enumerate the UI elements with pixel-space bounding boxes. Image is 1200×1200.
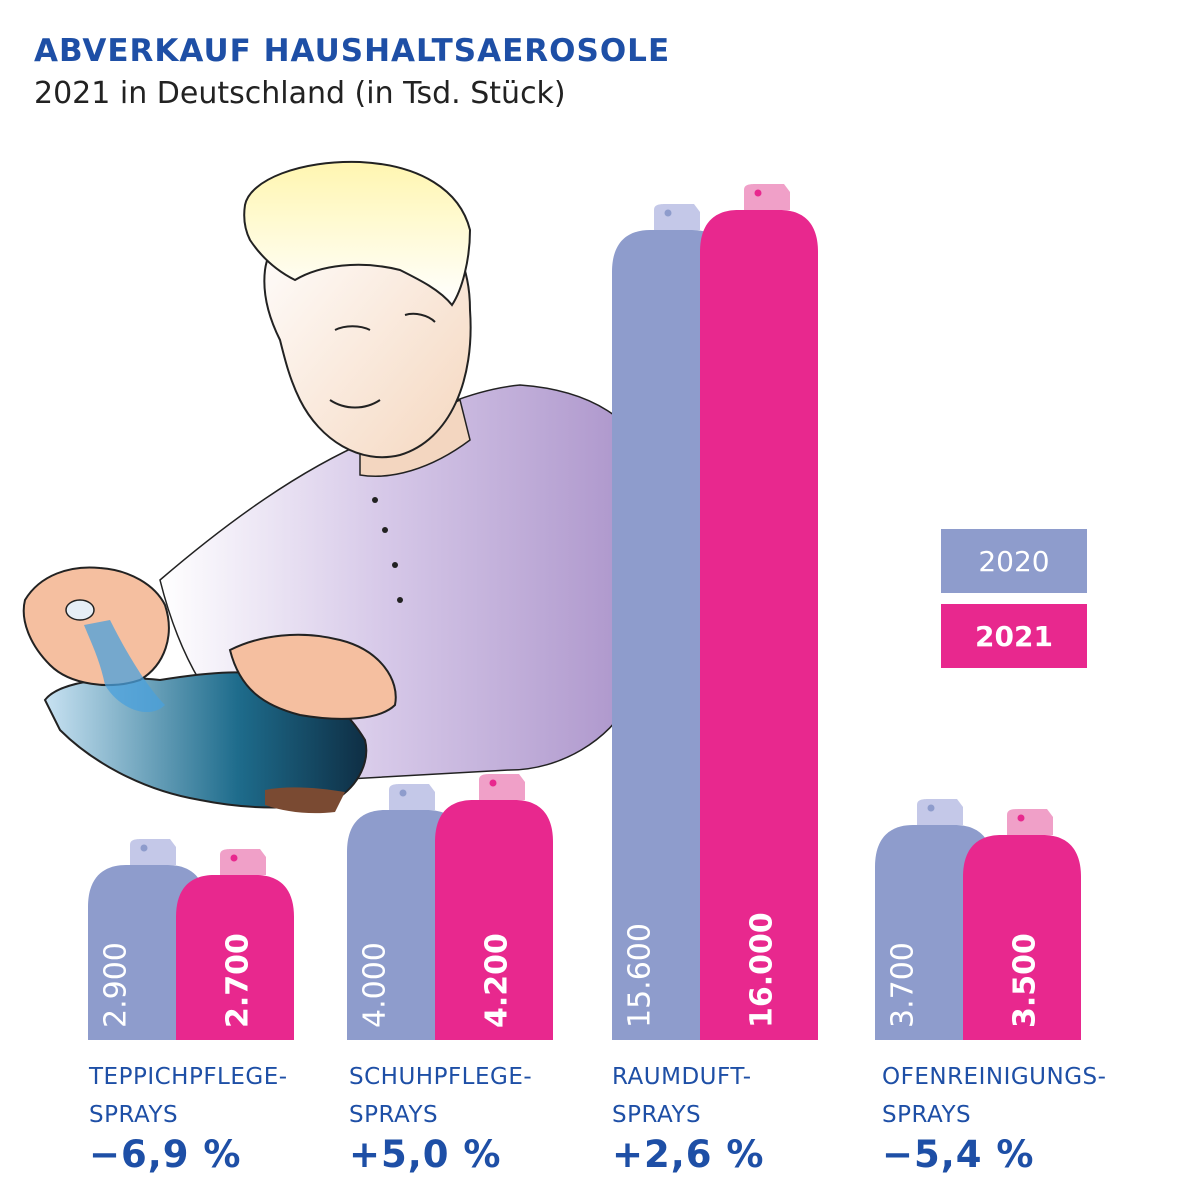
nozzle-dot-raumduft-2020	[664, 209, 672, 217]
change-percent: −6,9 %	[89, 1133, 242, 1176]
chart-title: ABVERKAUF HAUSHALTSAEROSOLE	[34, 33, 671, 69]
value-label-ofenreinigung-2020: 3.700	[886, 942, 921, 1028]
category-line2: SPRAYS	[882, 1102, 972, 1128]
legend-2020: 2020	[941, 529, 1087, 593]
nozzle-dot-raumduft-2021	[754, 189, 762, 197]
can-cap-ofenreinigung-2021	[1007, 809, 1053, 835]
value-label-schuhpflege-2020: 4.000	[358, 942, 393, 1028]
nozzle-dot-schuhpflege-2021	[489, 779, 497, 787]
category-line1: RAUMDUFT-	[612, 1064, 752, 1090]
value-label-schuhpflege-2021: 4.200	[480, 933, 515, 1028]
bar-raumduft-2021	[700, 210, 818, 1040]
change-percent: −5,4 %	[882, 1133, 1035, 1176]
change-percent: +5,0 %	[349, 1133, 502, 1176]
nozzle-dot-ofenreinigung-2020	[927, 804, 935, 812]
bar-schuhpflege-2021	[435, 800, 553, 1040]
category-line1: SCHUHPFLEGE-	[349, 1064, 533, 1090]
legend-2021: 2021	[941, 604, 1087, 668]
can-cap-raumduft-2021	[744, 184, 790, 210]
can-cap-schuhpflege-2020	[389, 784, 435, 810]
category-label-teppichpflege: TEPPICHPFLEGE- SPRAYS −6,9 %	[89, 1058, 288, 1174]
category-line2: SPRAYS	[349, 1102, 439, 1128]
category-line1: OFENREINIGUNGS-	[882, 1064, 1107, 1090]
bar-teppichpflege-2021	[176, 875, 294, 1040]
category-line2: SPRAYS	[89, 1102, 179, 1128]
can-cap-teppichpflege-2021	[220, 849, 266, 875]
nozzle-dot-teppichpflege-2021	[230, 854, 238, 862]
value-label-teppichpflege-2020: 2.900	[99, 942, 134, 1028]
nozzle-dot-schuhpflege-2020	[399, 789, 407, 797]
bar-ofenreinigung-2021	[963, 835, 1081, 1040]
can-cap-raumduft-2020	[654, 204, 700, 230]
can-cap-teppichpflege-2020	[130, 839, 176, 865]
value-label-raumduft-2020: 15.600	[623, 923, 658, 1028]
category-label-ofenreinigung: OFENREINIGUNGS- SPRAYS −5,4 %	[882, 1058, 1106, 1174]
value-label-raumduft-2021: 16.000	[745, 912, 780, 1028]
category-line2: SPRAYS	[612, 1102, 702, 1128]
nozzle-dot-teppichpflege-2020	[140, 844, 148, 852]
category-line1: TEPPICHPFLEGE-	[89, 1064, 288, 1090]
illustration-person-spraying-shoe	[22, 160, 662, 814]
category-label-schuhpflege: SCHUHPFLEGE- SPRAYS +5,0 %	[349, 1058, 532, 1174]
can-cap-ofenreinigung-2020	[917, 799, 963, 825]
nozzle-dot-ofenreinigung-2021	[1017, 814, 1025, 822]
change-percent: +2,6 %	[612, 1133, 765, 1176]
value-label-teppichpflege-2021: 2.700	[221, 933, 256, 1028]
can-cap-schuhpflege-2021	[479, 774, 525, 800]
value-label-ofenreinigung-2021: 3.500	[1008, 933, 1043, 1028]
chart-subtitle: 2021 in Deutschland (in Tsd. Stück)	[34, 76, 566, 111]
category-label-raumduft: RAUMDUFT- SPRAYS +2,6 %	[612, 1058, 765, 1174]
